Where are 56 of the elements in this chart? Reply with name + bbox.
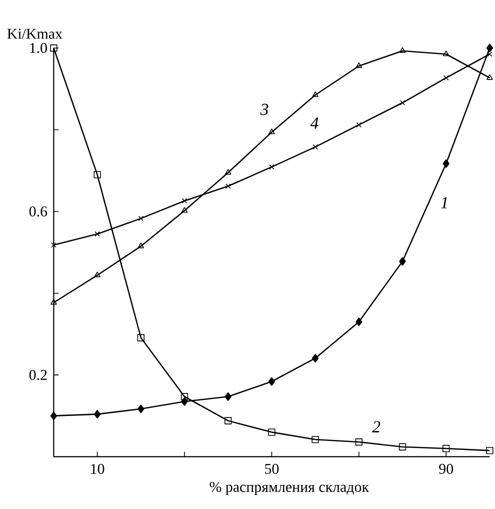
point [356,122,362,128]
point [312,144,318,150]
point [442,50,450,56]
point [138,216,144,222]
point [443,75,449,80]
point [400,100,406,106]
point [269,164,274,170]
point [268,128,275,134]
x-tick-label: 10 [91,464,104,474]
series-label: 1 [440,197,447,208]
series-label: 4 [310,118,318,129]
point [182,198,188,204]
y-tick-label: 0.2 [29,370,47,380]
point [442,159,450,168]
y-axis-title: Ki/Kmax [7,28,62,39]
point [94,231,100,237]
point [225,183,231,189]
x-tick-label: 50 [265,464,279,474]
series-label: 2 [372,421,380,432]
point [398,443,406,450]
series-label: 3 [260,104,268,116]
point [268,377,276,386]
point [224,392,232,401]
x-tick-label: 90 [439,464,454,474]
point [486,74,493,80]
point [50,44,58,52]
point [51,242,56,248]
point [442,444,450,452]
point [399,257,406,266]
point [399,47,406,53]
point [312,354,319,362]
y-tick-label: 0.6 [29,206,48,217]
point [181,397,188,406]
point [50,412,58,420]
point [312,91,318,97]
point [356,62,362,68]
point [486,446,494,454]
point [224,417,232,424]
point [181,207,188,213]
point [138,242,144,248]
point [312,436,319,444]
point [487,51,492,57]
x-axis-title: % распрямления складок [210,482,370,496]
point [137,334,144,342]
point [486,44,494,52]
point [94,272,100,278]
point [224,169,232,175]
y-tick-label: 1.0 [30,42,47,54]
point [94,410,101,418]
point [50,299,57,305]
point [180,393,188,400]
point [268,428,276,436]
point [94,171,101,178]
point [138,404,144,414]
point [355,438,362,446]
point [356,318,362,326]
